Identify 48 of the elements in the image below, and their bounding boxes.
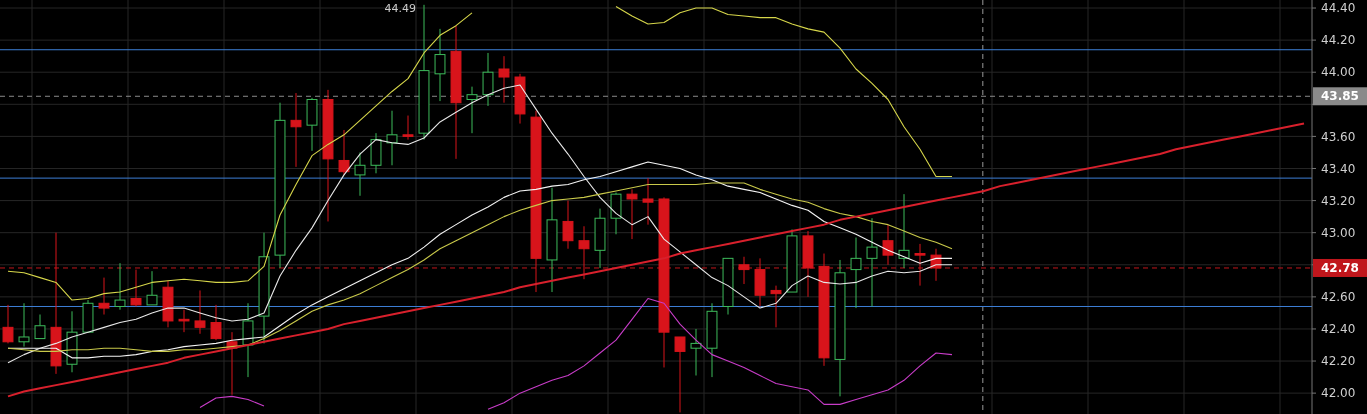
candlestick bbox=[178, 309, 190, 333]
candlestick bbox=[770, 285, 782, 328]
y-tick-label: 42.40 bbox=[1321, 322, 1356, 337]
candlestick bbox=[354, 151, 366, 197]
candlestick bbox=[98, 277, 110, 316]
candlestick bbox=[290, 92, 302, 168]
candlestick bbox=[882, 224, 894, 266]
candlestick bbox=[482, 52, 494, 107]
candlestick bbox=[338, 129, 350, 176]
candlestick bbox=[850, 236, 862, 309]
y-tick-label: 43.00 bbox=[1321, 225, 1356, 240]
y-tick-label: 42.60 bbox=[1321, 290, 1356, 305]
candlestick bbox=[866, 217, 878, 307]
candlestick bbox=[738, 256, 750, 285]
candlestick bbox=[434, 28, 446, 102]
y-tick-label: 42.00 bbox=[1321, 386, 1356, 401]
candlestick bbox=[194, 289, 206, 335]
candlestick bbox=[466, 86, 478, 134]
candlestick bbox=[34, 314, 46, 340]
ref-line-label: 42.78 bbox=[1321, 261, 1359, 276]
candlestick bbox=[2, 304, 14, 344]
candlestick bbox=[690, 328, 702, 376]
candlestick bbox=[674, 336, 686, 413]
y-tick-label: 42.20 bbox=[1321, 354, 1356, 369]
candlestick bbox=[642, 177, 654, 226]
line-series bbox=[7, 84, 953, 364]
candlestick bbox=[210, 304, 222, 341]
candlestick bbox=[114, 262, 126, 311]
candlestick bbox=[626, 188, 638, 240]
candlestick bbox=[130, 269, 142, 307]
candlestick bbox=[18, 302, 30, 348]
ref-line-label: 43.85 bbox=[1321, 89, 1359, 104]
candlestick bbox=[578, 225, 590, 280]
candlestick bbox=[402, 115, 414, 141]
y-tick-label: 44.20 bbox=[1321, 33, 1356, 48]
y-tick-label: 44.00 bbox=[1321, 65, 1356, 80]
candlestick bbox=[146, 270, 158, 306]
y-tick-label: 43.40 bbox=[1321, 161, 1356, 176]
annotation: 44.49 bbox=[384, 2, 416, 15]
candlestick bbox=[498, 55, 510, 104]
candlestick bbox=[914, 243, 926, 287]
candlestick bbox=[898, 193, 910, 269]
candlestick bbox=[562, 200, 574, 250]
candlestick bbox=[386, 110, 398, 166]
y-tick-label: 44.40 bbox=[1321, 1, 1356, 16]
y-tick-label: 43.20 bbox=[1321, 193, 1356, 208]
line-series bbox=[7, 122, 1305, 398]
y-tick-label: 43.60 bbox=[1321, 129, 1356, 144]
